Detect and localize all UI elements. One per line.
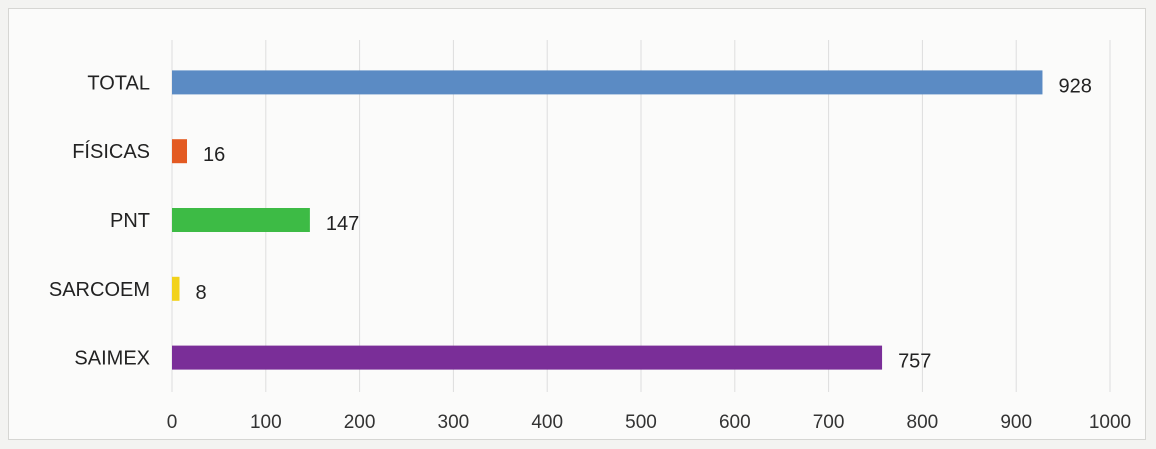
x-tick-label: 400 [531,412,563,433]
x-axis-ticks: 0 100 200 300 400 500 600 700 800 900 1000 [167,412,1131,433]
category-labels: TOTAL FÍSICAS PNT SARCOEM SAIMEX [49,72,150,369]
category-label: TOTAL [87,72,150,94]
data-label: 147 [326,213,359,235]
x-tick-label: 300 [438,412,470,433]
category-label: SAIMEX [74,348,150,370]
bars [172,70,1043,370]
bar [172,208,310,232]
bar [172,276,180,301]
bar [172,345,883,370]
x-tick-label: 800 [907,412,939,433]
x-tick-label: 900 [1000,412,1032,433]
gridlines [171,40,1111,392]
x-tick-label: 1000 [1089,412,1131,433]
x-tick-label: 600 [719,412,751,433]
x-tick-label: 0 [167,412,178,433]
x-tick-label: 100 [250,412,282,433]
data-label: 928 [1058,75,1091,97]
data-label: 16 [203,144,225,166]
bar [172,139,188,164]
category-label: SARCOEM [49,279,150,301]
x-tick-label: 700 [813,412,845,433]
value-labels: 928 16 147 8 757 [196,75,1092,372]
category-label: PNT [110,210,150,232]
bar [172,70,1043,95]
x-tick-label: 500 [625,412,657,433]
data-label: 757 [898,351,931,373]
data-label: 8 [196,282,207,304]
x-tick-label: 200 [344,412,376,433]
category-label: FÍSICAS [72,140,150,163]
